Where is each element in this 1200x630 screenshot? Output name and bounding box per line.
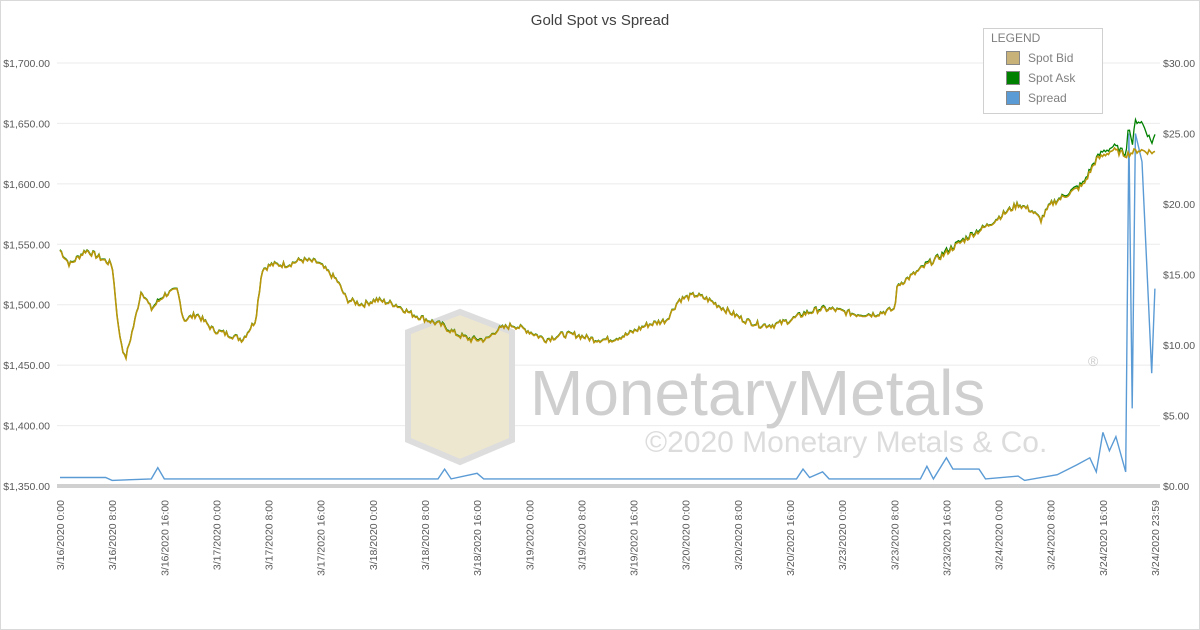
series-spread-line [60, 133, 1156, 482]
legend-label: Spread [1028, 91, 1067, 105]
series-spot-bid-line [59, 146, 1156, 362]
x-tick-label: 3/23/2020 8:00 [889, 500, 901, 570]
x-tick-label: 3/16/2020 16:00 [159, 500, 171, 576]
x-axis-ticks: 3/16/2020 0:00 3/16/2020 8:00 3/16/2020 16… [55, 500, 1162, 576]
watermark: MonetaryMetals ® ©2020 Monetary Metals &… [405, 308, 1099, 466]
right-axis-ticks: $0.00 $5.00 $10.00 $15.00 $20.00 $25.00 $30.00 [1163, 58, 1195, 493]
legend-swatch [1006, 71, 1020, 85]
x-tick-label: 3/16/2020 8:00 [107, 500, 119, 570]
legend: LEGEND Spot Bid Spot Ask Spread [983, 28, 1103, 114]
gridlines [57, 62, 1160, 488]
legend-title: LEGEND [991, 31, 1041, 45]
series-lines [59, 116, 1156, 482]
left-tick-label: $1,650.00 [3, 118, 50, 130]
x-tick-label: 3/17/2020 8:00 [264, 500, 276, 570]
series-spot-ask-line [59, 116, 1156, 361]
x-tick-label: 3/17/2020 16:00 [316, 500, 328, 576]
x-tick-label: 3/24/2020 0:00 [994, 500, 1006, 570]
right-tick-label: $0.00 [1163, 481, 1189, 493]
x-tick-label: 3/16/2020 0:00 [55, 500, 67, 570]
x-tick-label: 3/23/2020 0:00 [837, 500, 849, 570]
left-tick-label: $1,500.00 [3, 300, 50, 312]
legend-item-spot-bid: Spot Bid [1006, 50, 1073, 66]
x-tick-label: 3/20/2020 16:00 [785, 500, 797, 576]
x-tick-label: 3/20/2020 8:00 [733, 500, 745, 570]
x-tick-label: 3/24/2020 23:59 [1150, 500, 1162, 576]
x-tick-label: 3/19/2020 8:00 [576, 500, 588, 570]
x-tick-label: 3/18/2020 8:00 [420, 500, 432, 570]
x-tick-label: 3/17/2020 0:00 [211, 500, 223, 570]
left-tick-label: $1,400.00 [3, 421, 50, 433]
legend-item-spot-ask: Spot Ask [1006, 70, 1075, 86]
x-tick-label: 3/18/2020 0:00 [368, 500, 380, 570]
right-tick-label: $30.00 [1163, 58, 1195, 70]
x-tick-label: 3/18/2020 16:00 [472, 500, 484, 576]
right-tick-label: $20.00 [1163, 199, 1195, 211]
watermark-logo-icon [405, 308, 515, 466]
legend-label: Spot Bid [1028, 51, 1074, 65]
legend-item-spread: Spread [1006, 90, 1067, 106]
left-tick-label: $1,350.00 [3, 481, 50, 493]
right-tick-label: $15.00 [1163, 270, 1195, 282]
left-tick-label: $1,600.00 [3, 179, 50, 191]
watermark-registered: ® [1088, 353, 1099, 369]
x-tick-label: 3/20/2020 0:00 [681, 500, 693, 570]
right-tick-label: $5.00 [1163, 411, 1189, 423]
left-tick-label: $1,450.00 [3, 360, 50, 372]
legend-label: Spot Ask [1028, 71, 1076, 85]
watermark-copyright: ©2020 Monetary Metals & Co. [645, 426, 1047, 459]
x-tick-label: 3/23/2020 16:00 [941, 500, 953, 576]
right-tick-label: $25.00 [1163, 129, 1195, 141]
left-tick-label: $1,550.00 [3, 239, 50, 251]
left-tick-label: $1,700.00 [3, 58, 50, 70]
x-tick-label: 3/24/2020 8:00 [1046, 500, 1058, 570]
x-tick-label: 3/24/2020 16:00 [1098, 500, 1110, 576]
legend-swatch [1006, 51, 1020, 65]
x-tick-label: 3/19/2020 16:00 [629, 500, 641, 576]
watermark-brand: MonetaryMetals [530, 357, 985, 429]
legend-swatch [1006, 91, 1020, 105]
left-axis-ticks: $1,350.00 $1,400.00 $1,450.00 $1,500.00 $1,5… [3, 58, 50, 493]
chart-title: Gold Spot vs Spread [530, 12, 670, 29]
right-tick-label: $10.00 [1163, 340, 1195, 352]
x-tick-label: 3/19/2020 0:00 [524, 500, 536, 570]
